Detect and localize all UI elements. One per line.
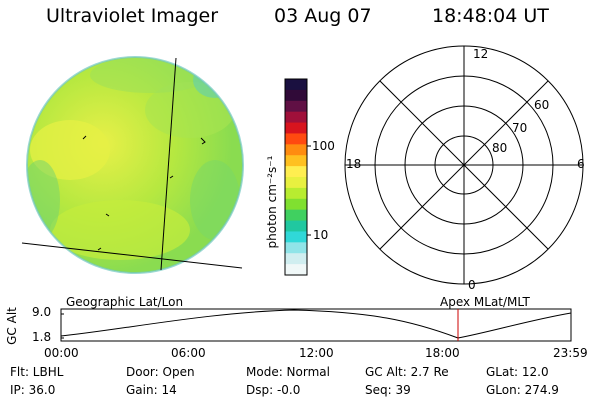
orbit-x-tick-1800: 18:00 (425, 346, 460, 360)
coastline-mark (105, 213, 110, 217)
polar-label-12: 12 (473, 47, 489, 61)
colorbar-cell (285, 264, 307, 276)
colorbar-cell (285, 187, 307, 200)
orbit-left-title: Geographic Lat/Lon (66, 295, 184, 309)
orbit-x-tick-1200: 12:00 (299, 346, 334, 360)
colorbar-cell (285, 144, 307, 156)
orbit-x-tick-2359: 23:59 (553, 346, 588, 360)
orbit-plot (60, 308, 572, 342)
polar-lat-80: 80 (492, 141, 508, 155)
info-mode: Mode: Normal (246, 365, 330, 379)
orbit-x-tick-0600: 06:00 (171, 346, 206, 360)
info-filter: Flt: LBHL (10, 365, 64, 379)
coastline-mark (82, 135, 87, 140)
colorbar-cell (285, 133, 307, 145)
date-label: 03 Aug 07 (274, 5, 372, 27)
coastline-mark (97, 247, 102, 251)
info-glon: GLon: 274.9 (486, 383, 559, 397)
info-gain: Gain: 14 (126, 383, 177, 397)
polar-grid (344, 45, 584, 285)
polar-lat-70: 70 (512, 121, 528, 135)
orbit-x-tick-0000: 00:00 (44, 346, 79, 360)
colorbar-cell (285, 253, 307, 265)
colorbar-cell (285, 209, 307, 222)
colorbar-cell (285, 100, 307, 113)
coastline-mark (169, 175, 174, 179)
info-seq: Seq: 39 (365, 383, 411, 397)
colorbar-cell (285, 79, 307, 91)
info-ip: IP: 36.0 (10, 383, 56, 397)
colorbar (284, 78, 311, 276)
time-label: 18:48:04 UT (432, 5, 549, 27)
colorbar-cell (285, 166, 307, 178)
uv-image-disk (27, 57, 243, 273)
orbit-y-tick-bottom: 1.8 (32, 330, 52, 344)
colorbar-cell (285, 198, 307, 211)
polar-label-18: 18 (346, 157, 362, 171)
orbit-y-tick-top: 9.0 (32, 305, 52, 319)
colorbar-cells (285, 79, 307, 276)
info-glat: GLat: 12.0 (486, 365, 549, 379)
polar-lat-60: 60 (534, 98, 550, 112)
colorbar-tick-10: 10 (313, 228, 329, 242)
colorbar-cell (285, 220, 307, 233)
colorbar-tick-100: 100 (312, 139, 335, 153)
info-gc-alt: GC Alt: 2.7 Re (365, 365, 449, 379)
orbit-right-title: Apex MLat/MLT (440, 295, 530, 309)
polar-diagonal (379, 80, 549, 250)
info-dsp: Dsp: -0.0 (246, 383, 301, 397)
meridian-line (160, 57, 177, 271)
polar-label-6: 6 (577, 157, 585, 171)
coastline-mark (200, 137, 206, 145)
latitude-line (21, 242, 243, 269)
instrument-title: Ultraviolet Imager (46, 5, 219, 27)
orbit-y-label: GC Alt (4, 307, 19, 345)
info-door: Door: Open (126, 365, 195, 379)
polar-label-0: 0 (468, 278, 476, 292)
colorbar-cell (285, 89, 307, 102)
colorbar-cell (285, 242, 307, 254)
colorbar-cell (285, 111, 307, 124)
colorbar-cell (285, 122, 307, 135)
orbit-altitude-curve (60, 309, 572, 339)
colorbar-cell (285, 177, 307, 189)
colorbar-cell (285, 155, 307, 167)
colorbar-cell (285, 231, 307, 243)
colorbar-unit-label: photon cm⁻²s⁻¹ (265, 155, 279, 249)
